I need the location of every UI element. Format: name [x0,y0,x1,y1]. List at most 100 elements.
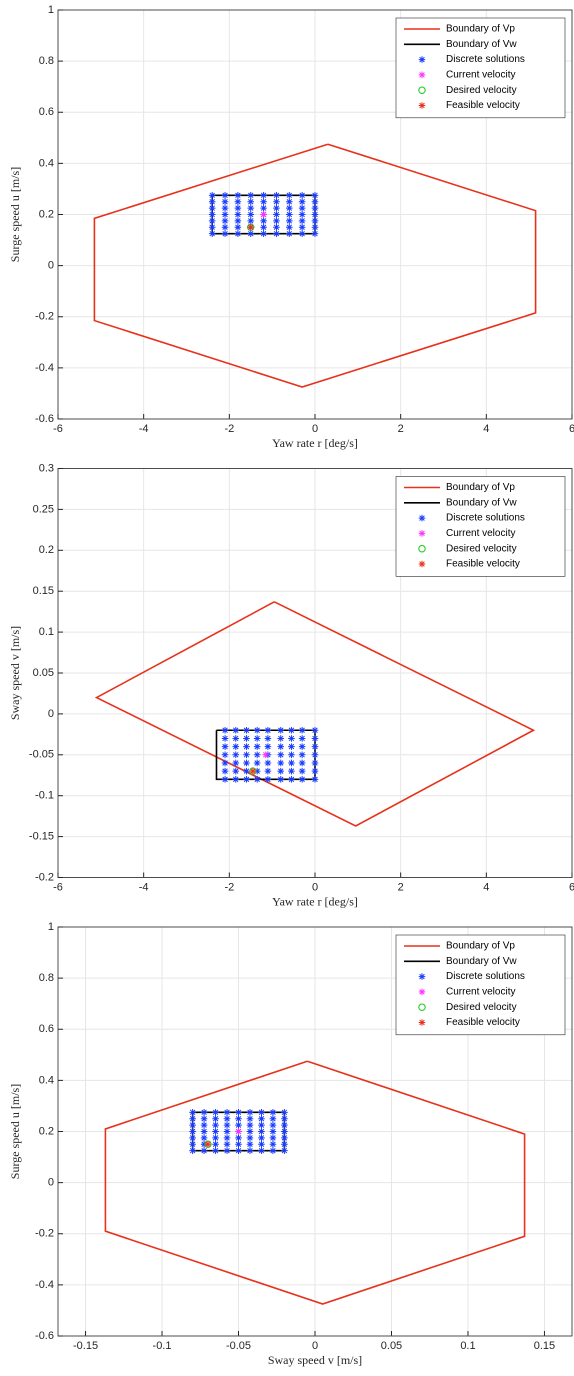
point [311,198,319,206]
point [234,198,242,206]
y-tick-label: -0.6 [35,1330,54,1342]
point [298,767,306,775]
point [243,776,250,783]
point [232,776,240,783]
point [189,1115,196,1123]
point [269,1140,277,1148]
point [264,735,272,742]
point [288,767,295,775]
x-axis-label: Yaw rate r [deg/s] [272,894,358,908]
y-tick-label: 0.4 [39,157,54,169]
point [264,743,272,750]
x-tick-label: 6 [569,881,574,893]
point [246,1115,254,1123]
point [246,1147,254,1154]
point [311,204,319,212]
x-tick-label: 0.15 [534,1340,555,1352]
point [311,735,319,742]
point [298,192,306,199]
point [221,198,229,206]
y-tick-label: 0 [48,1177,54,1189]
boundary-line [94,601,536,827]
y-tick-label: 0.6 [39,106,54,118]
point [273,223,280,231]
point [288,726,295,734]
point [208,223,216,231]
point [281,1140,288,1148]
legend-swatch [418,514,426,522]
y-tick-label: 0.1 [39,626,54,638]
point [311,230,319,237]
point [298,735,306,742]
x-tick-label: 0.1 [460,1340,475,1352]
point [235,1147,242,1154]
point [235,1109,242,1116]
legend-label: Current velocity [446,528,515,539]
legend-label: Current velocity [446,987,515,998]
point [253,735,261,742]
point [311,759,319,767]
point [221,735,229,742]
y-tick-label: -0.15 [29,831,54,843]
point [273,211,280,218]
point [264,767,272,775]
point [246,1134,254,1142]
boundary-line [104,1060,526,1305]
point [281,1128,288,1135]
point [221,223,229,231]
point [258,1147,265,1154]
legend-swatch [418,1019,426,1026]
point [212,1147,219,1154]
point [243,751,250,759]
legend-label: Boundary of Vw [446,39,517,50]
point [258,1109,265,1116]
point [246,1121,254,1129]
legend-swatch [418,544,426,553]
point [247,217,255,225]
legend-label: Discrete solutions [446,971,525,982]
y-tick-label: -0.2 [35,1228,54,1240]
point [247,198,255,206]
point [243,767,250,775]
point [273,217,280,225]
legend-label: Desired velocity [446,1002,517,1013]
point [246,1128,254,1135]
point [221,230,229,237]
point [253,759,261,767]
point [234,217,242,225]
legend-label: Current velocity [446,70,515,81]
point [277,767,285,775]
point [221,759,229,767]
point [235,1140,242,1148]
point [288,743,295,750]
point [232,726,240,734]
point [208,204,216,212]
point [277,743,285,750]
point [264,759,272,767]
y-tick-label: 0.4 [39,1074,54,1086]
point [311,776,319,783]
point [234,223,242,231]
point [200,1134,208,1142]
point [212,1134,219,1142]
axes-box [57,9,573,420]
point [269,1134,277,1142]
y-tick-label: -0.2 [35,871,54,883]
point [247,211,255,218]
legend-swatch [418,560,426,568]
point [281,1115,288,1123]
point [223,1121,231,1129]
point [288,759,295,767]
point [232,751,240,759]
x-tick-label: 4 [483,423,489,435]
point [247,230,255,237]
point [273,230,280,237]
y-tick-label: 0.2 [39,544,54,556]
legend-label: Boundary of Vp [446,24,515,35]
y-tick-label: 0.15 [33,585,54,597]
point [298,726,306,734]
legend-swatch [418,1003,426,1011]
y-tick-label: 0.05 [33,667,54,679]
point [298,223,306,231]
